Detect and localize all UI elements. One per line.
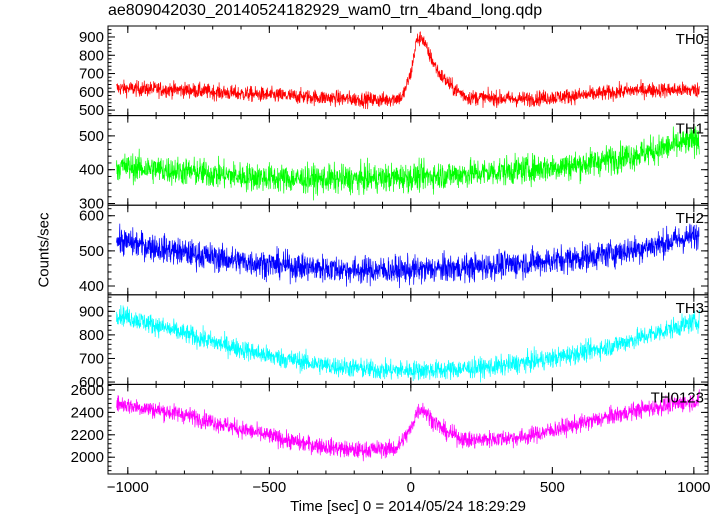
panel-frame-th0123 <box>107 383 709 475</box>
y-tick-label-th2: 500 <box>79 243 104 260</box>
y-tick-label-th2: 600 <box>79 208 104 225</box>
y-tick-label-th0: 900 <box>79 29 104 46</box>
x-tick-label: 1000 <box>677 479 710 496</box>
x-tick-label: −1000 <box>107 479 149 496</box>
y-tick-label-th0123: 2200 <box>71 427 104 444</box>
y-tick-label-th2: 400 <box>79 278 104 295</box>
series-line-th0123 <box>116 389 700 462</box>
y-tick-label-th0: 700 <box>79 66 104 83</box>
series-line-th2 <box>116 223 700 289</box>
y-tick-label-th3: 600 <box>79 374 104 391</box>
panel-label-th3: TH3 <box>676 300 704 317</box>
y-tick-label-th1: 500 <box>79 128 104 145</box>
y-tick-label-th1: 300 <box>79 196 104 213</box>
series-line-th1 <box>116 126 700 201</box>
panel-frame-th0 <box>107 25 709 117</box>
y-tick-label-th0123: 2400 <box>71 404 104 421</box>
y-tick-label-th0123: 2000 <box>71 449 104 466</box>
y-tick-label-th0: 500 <box>79 102 104 119</box>
panel-label-th2: TH2 <box>676 210 704 227</box>
y-tick-label-th0: 600 <box>79 84 104 101</box>
series-line-th0 <box>116 31 700 110</box>
panel-label-th0123: TH0123 <box>651 389 704 406</box>
y-tick-label-th0: 800 <box>79 47 104 64</box>
x-tick-label: 0 <box>407 479 415 496</box>
panel-label-th1: TH1 <box>676 121 704 138</box>
x-tick-label: 500 <box>540 479 565 496</box>
x-tick-label: −500 <box>252 479 286 496</box>
y-tick-label-th0123: 2600 <box>71 382 104 399</box>
y-tick-label-th3: 900 <box>79 303 104 320</box>
y-tick-label-th3: 800 <box>79 327 104 344</box>
series-line-th3 <box>116 305 700 383</box>
y-tick-label-th1: 400 <box>79 162 104 179</box>
y-tick-label-th3: 700 <box>79 350 104 367</box>
panel-label-th0: TH0 <box>676 31 704 48</box>
x-axis-label: Time [sec] 0 = 2014/05/24 18:29:29 <box>290 498 526 515</box>
plot-title: ae809042030_20140524182929_wam0_trn_4ban… <box>108 2 543 19</box>
